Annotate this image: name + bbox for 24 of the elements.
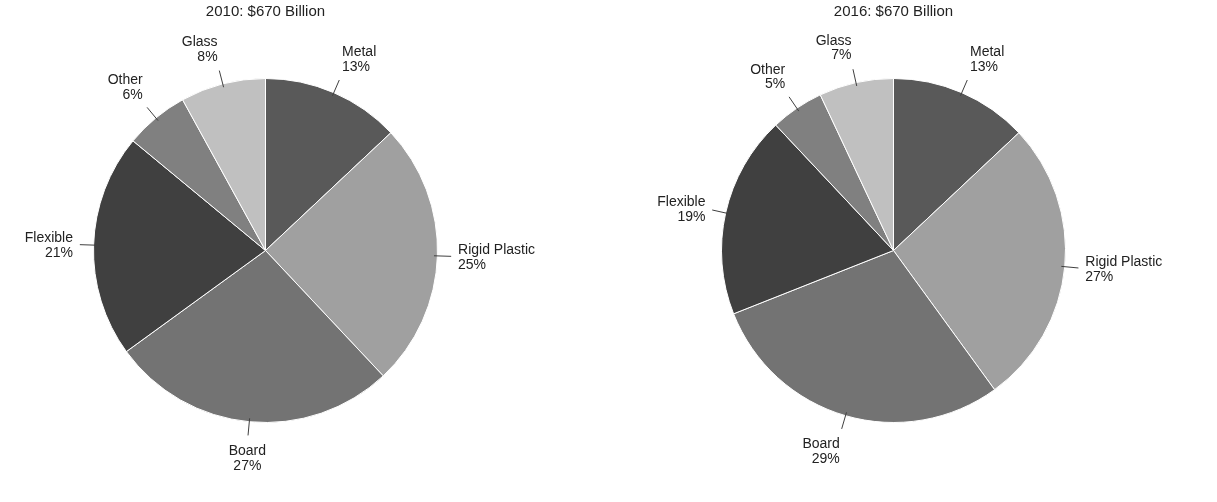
slice-label: Flexible [657, 193, 706, 210]
data-label: 13% [342, 57, 371, 74]
data-label: 19% [677, 207, 706, 224]
slice-label: Glass [181, 33, 218, 50]
data-label: 27% [233, 456, 262, 473]
chart-title: 2016: $670 Billion [833, 2, 954, 19]
data-label: 29% [811, 450, 840, 467]
data-label: 7% [831, 46, 852, 63]
slice-label: Metal [970, 43, 1005, 60]
data-label: 5% [764, 75, 786, 92]
data-label: 13% [970, 57, 999, 74]
slice-label: Other [750, 60, 786, 77]
slice-label: Board [802, 435, 840, 452]
slice-label: Glass [815, 31, 852, 48]
slice-label: Board [228, 442, 267, 459]
data-label: 6% [122, 86, 143, 103]
slice-label: Metal [342, 43, 377, 60]
slice-label: Rigid Plastic [1085, 253, 1163, 270]
slice-label: Flexible [24, 229, 74, 246]
data-label: 8% [197, 47, 218, 64]
slice-label: Rigid Plastic [458, 241, 536, 258]
data-label: 21% [44, 243, 73, 260]
chart-title: 2010: $670 Billion [205, 2, 326, 19]
slice-label: Other [107, 71, 144, 88]
